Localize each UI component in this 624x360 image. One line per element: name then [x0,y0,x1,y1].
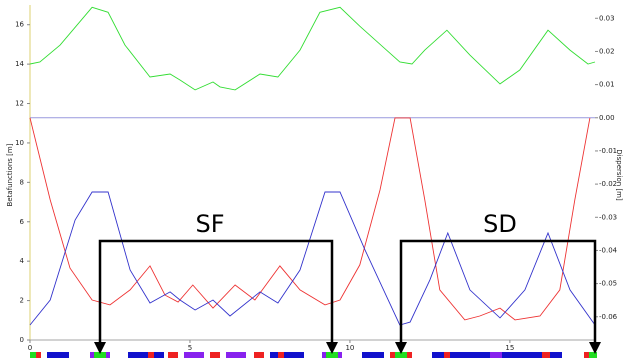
y2-tick-label: 0.02 [599,47,615,55]
element [154,352,164,358]
x-tick-label: 10 [345,344,354,352]
element [94,352,106,358]
y-tick-label: 10 [15,139,24,147]
element [106,352,110,358]
y2-tick-label: 0.03 [599,14,615,22]
element [432,352,444,358]
element [30,352,36,358]
element [338,352,342,358]
element [128,352,148,358]
y2-tick-label: -0.02 [599,180,617,188]
element [589,352,597,358]
x-tick-label: 15 [505,344,514,352]
element [502,352,542,358]
arrowhead [395,342,407,354]
y2-tick-label: 0.00 [599,114,615,122]
x-tick-label: 0 [28,344,32,352]
element [168,352,178,358]
series-line [29,117,591,321]
y2-tick-label: -0.06 [599,313,618,321]
element [322,352,326,358]
element [407,352,412,358]
element [148,352,154,358]
y2-tick-label: -0.05 [599,280,617,288]
element [47,352,69,358]
y2-tick-label: 0.01 [599,81,615,89]
element [542,352,550,358]
annotation: SD [483,210,517,238]
element [226,352,246,358]
plot: 0 2 4 6 8 10 12 14 16 0.03 0.02 0.01 0.00 -0.01 -0.02 -… [15,6,618,352]
series-line [29,6,596,91]
y-tick-label: 2 [20,297,24,305]
lattice [30,352,597,358]
y2-tick-label: -0.04 [599,246,618,254]
series-line [29,191,596,326]
y-tick-label: 0 [20,336,24,344]
arrowhead [589,342,601,354]
y2-tick-label: -0.01 [599,147,617,155]
element [278,352,284,358]
y2-axis-label: Dispersion [m] [615,149,623,201]
element [550,352,562,358]
element [395,352,407,358]
element [36,352,41,358]
y-tick-label: 8 [20,178,24,186]
annotation-brackets [98,239,597,345]
element [390,352,395,358]
arrowhead [326,342,338,354]
element [450,352,490,358]
element [284,352,304,358]
x-tick-label: 5 [188,344,192,352]
arrowhead [94,342,106,354]
element [270,352,278,358]
arrowheads [94,342,601,354]
element [490,352,502,358]
element [584,352,589,358]
element [444,352,450,358]
annotation: SF [195,210,224,238]
sf-bracket [98,239,334,345]
element [326,352,338,358]
y-axis-label: Betafunctions [m] [6,143,14,206]
y-tick-label: 16 [15,21,24,29]
element [184,352,204,358]
y-tick-label: 12 [15,100,24,108]
y-tick-label: 6 [20,218,25,226]
element [90,352,94,358]
element [210,352,220,358]
y-tick-label: 14 [15,60,24,68]
sd-bracket [399,239,597,345]
y2-tick-label: -0.03 [599,213,617,221]
element [362,352,384,358]
y-tick-label: 4 [20,257,25,265]
element [254,352,264,358]
